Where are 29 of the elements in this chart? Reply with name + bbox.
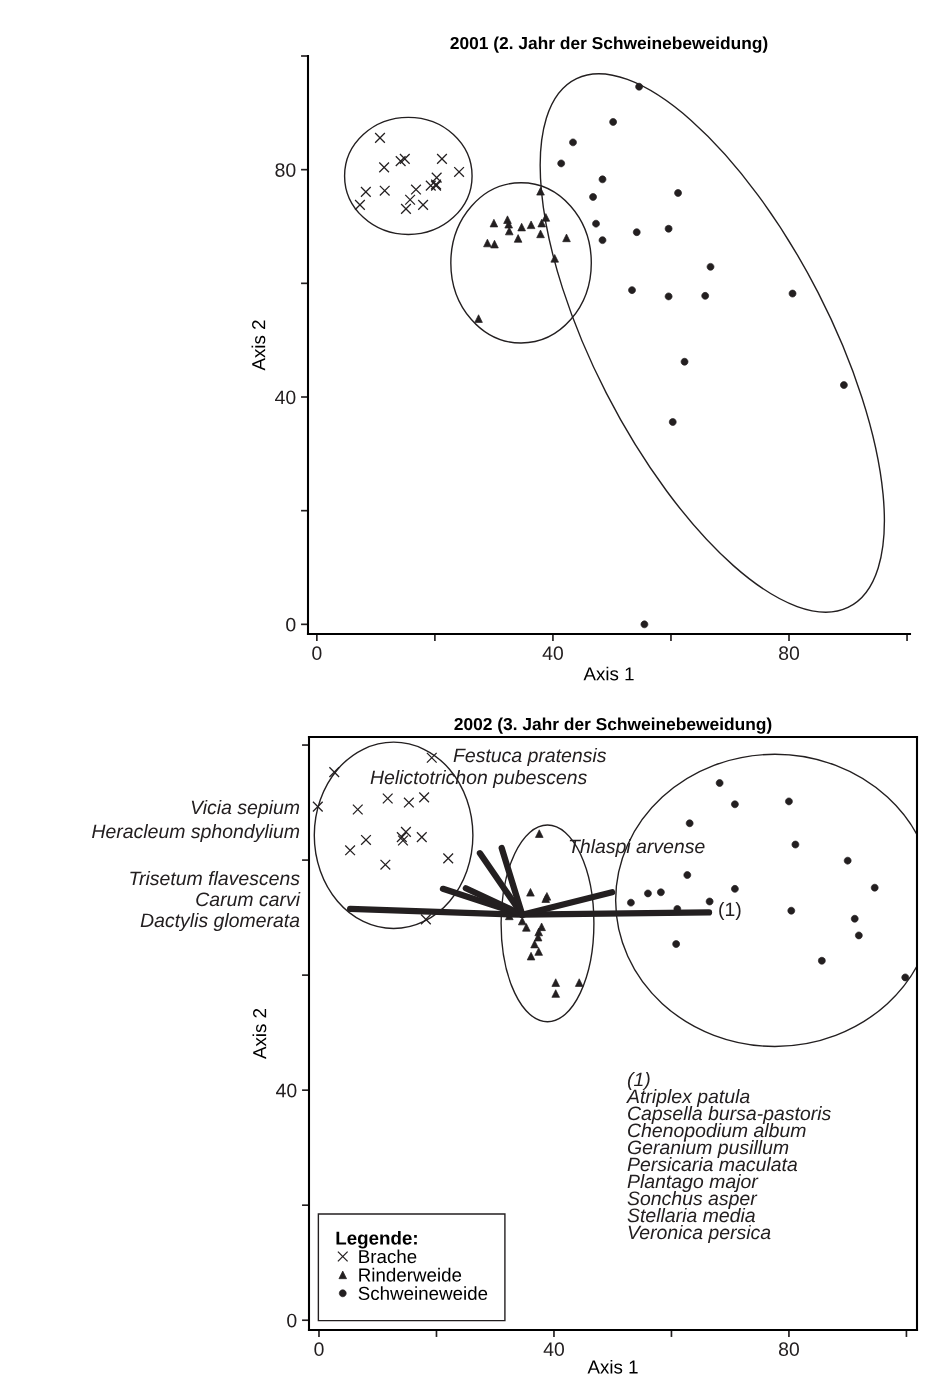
annotation: (1) [719, 901, 741, 921]
text: (1) Atriplex patula Capsella bursa-pastoris Chenopodium album Geranium pusillum Persicaria maculata Plantago major Sonchus asper Stellaria media Veronica persica [626, 1072, 831, 1244]
legend-title: Legende: [336, 1230, 417, 1249]
x-tick-label: 0 [314, 1342, 324, 1357]
text: Heracleum sphondylium [92, 823, 300, 843]
y-tick-label: 40 [276, 1083, 297, 1098]
x-tick-label: 80 [779, 646, 800, 661]
x-axis-title: Axis 1 [583, 666, 634, 681]
y-tick-label: 80 [275, 163, 296, 177]
text: Carum carvi [196, 891, 301, 907]
y-tick-label: 0 [287, 1313, 297, 1328]
text: Trisetum flavescens [130, 870, 300, 886]
y-tick-label: 0 [286, 617, 296, 632]
x-tick-label: 40 [542, 646, 563, 661]
y-axis-title: Axis 2 [252, 1008, 267, 1059]
legend-label: Schweineweide [358, 1286, 488, 1301]
x-axis-title: Axis 1 [587, 1359, 638, 1374]
chart-title: 2001 (2. Jahr der Schweinebeweidung) [450, 36, 768, 53]
y-axis-title: Axis 2 [251, 320, 266, 371]
x-tick-label: 80 [778, 1342, 799, 1357]
text: Dactylis glomerata [140, 912, 300, 932]
annotation: Festuca pratensis [453, 747, 607, 767]
x-tick-label: 40 [543, 1342, 565, 1357]
text: Vicia sepium [191, 799, 300, 819]
legend-label: Brache [359, 1249, 417, 1264]
y-tick-label: 40 [275, 390, 296, 405]
legend-label: Rinderweide [359, 1267, 462, 1282]
chart-title: 2002 (3. Jahr der Schweinebeweidung) [454, 717, 772, 734]
x-tick-label: 0 [312, 646, 322, 661]
